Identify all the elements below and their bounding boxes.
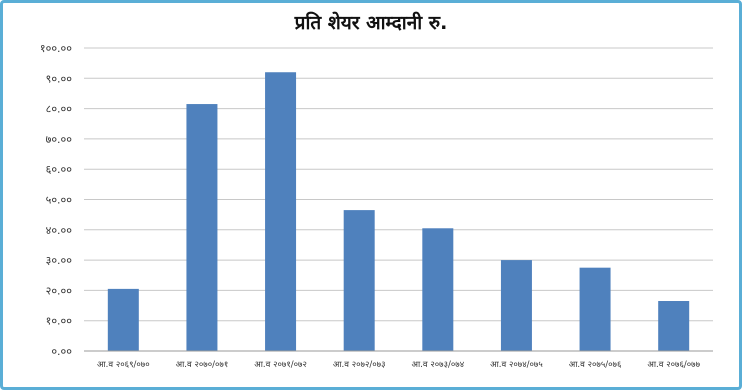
y-tick-label: २०.०० — [46, 284, 73, 297]
gridlines — [84, 47, 713, 322]
bar — [500, 260, 532, 351]
x-tick-label: आ.व २०७०/०७१ — [176, 360, 229, 370]
y-axis-ticks: ०.०० १०.०० २०.०० ३०.०० ४०.०० ५०.०० ६०.०० ७०.०० ८… — [40, 42, 72, 358]
bar — [579, 267, 611, 351]
x-tick-label: आ.व २०६९/०७० — [97, 360, 150, 370]
x-tick-label: आ.व २०७२/०७३ — [333, 360, 386, 370]
bar — [343, 210, 375, 351]
bar — [186, 104, 218, 352]
bar — [422, 228, 454, 351]
y-tick-label: ९०.०० — [46, 72, 73, 85]
chart-title: प्रति शेयर आम्दानी रु. — [294, 11, 448, 34]
x-tick-label: आ.व २०७६/०७७ — [647, 360, 700, 370]
x-tick-label: आ.व २०७३/०७४ — [412, 360, 465, 370]
y-tick-label: ७०.०० — [46, 133, 73, 146]
bar — [265, 72, 297, 352]
bars — [107, 72, 690, 352]
bar — [658, 301, 690, 351]
x-tick-label: आ.व २०७४/०७५ — [490, 360, 543, 370]
x-tick-label: आ.व २०७१/०७२ — [254, 360, 307, 370]
y-tick-label: १००.०० — [40, 42, 72, 55]
y-tick-label: ०.०० — [51, 345, 72, 358]
y-tick-label: १०.०० — [46, 315, 73, 328]
x-axis-ticks: आ.व २०६९/०७० आ.व २०७०/०७१ आ.व २०७१/०७२ आ.व … — [97, 360, 701, 370]
bar — [107, 288, 139, 351]
x-tick-label: आ.व २०७५/०७६ — [569, 360, 622, 370]
y-tick-label: ८०.०० — [46, 103, 73, 116]
y-tick-label: ५०.०० — [46, 194, 73, 207]
y-tick-label: ४०.०० — [46, 224, 73, 237]
y-tick-label: ३०.०० — [46, 254, 73, 267]
y-tick-label: ६०.०० — [46, 163, 73, 176]
